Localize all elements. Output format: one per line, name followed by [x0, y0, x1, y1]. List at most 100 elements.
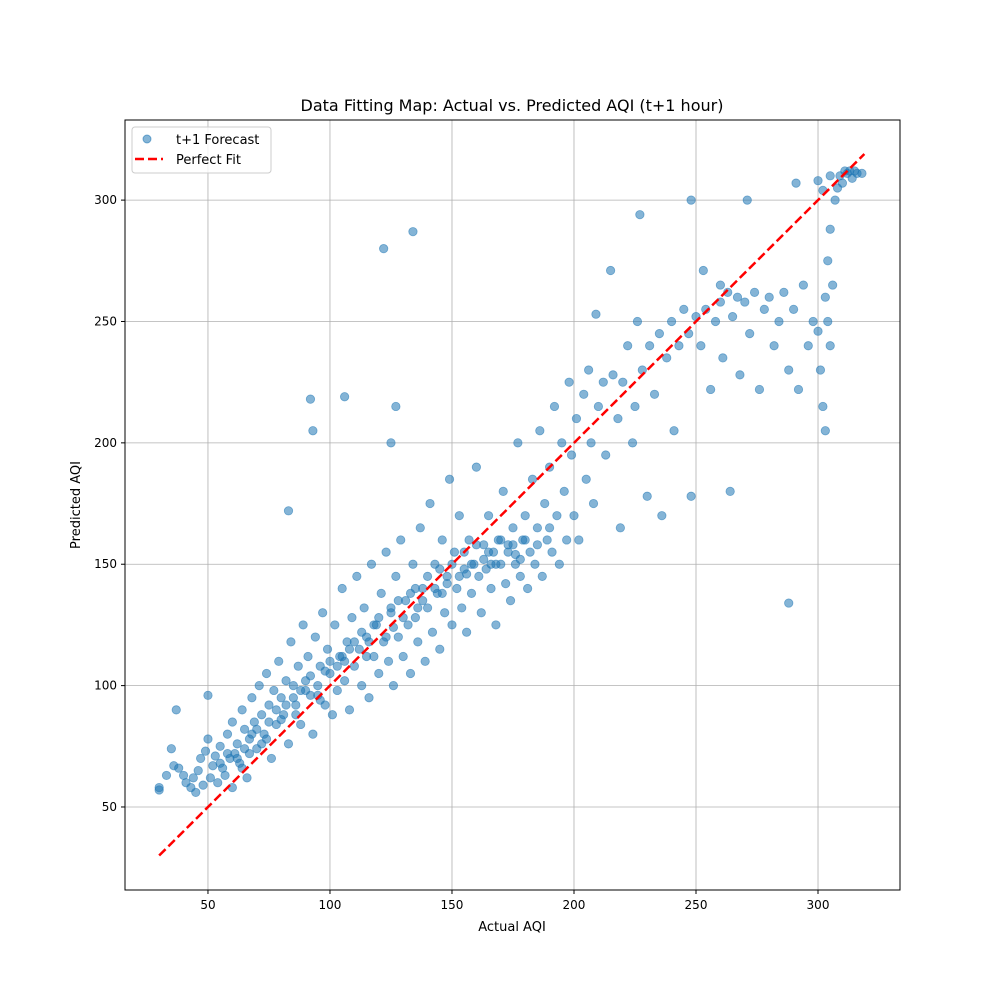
scatter-point: [435, 564, 445, 574]
scatter-point: [825, 224, 835, 234]
scatter-point: [593, 401, 603, 412]
scatter-point: [793, 384, 804, 395]
scatter-point: [203, 734, 213, 744]
scatter-point: [283, 506, 294, 516]
scatter-point: [222, 729, 233, 739]
scatter-point: [718, 353, 728, 363]
scatter-point: [349, 661, 359, 671]
y-tick-label: 300: [94, 193, 117, 207]
scatter-point: [635, 210, 645, 220]
scatter-point: [696, 341, 706, 351]
scatter-point: [498, 486, 508, 497]
scatter-point: [210, 751, 220, 761]
scatter-point: [742, 195, 752, 205]
scatter-point: [552, 511, 562, 521]
y-tick-label: 150: [94, 557, 117, 571]
scatter-point: [823, 256, 833, 266]
scatter-point: [486, 559, 496, 569]
scatter-point: [654, 329, 664, 339]
scatter-point: [276, 693, 286, 703]
scatter-point: [749, 287, 760, 297]
scatter-point: [337, 583, 347, 594]
scatter-point: [505, 596, 516, 606]
scatter-point: [774, 316, 784, 327]
y-tick-label: 100: [94, 679, 117, 693]
scatter-point: [215, 758, 225, 768]
scatter-point: [220, 770, 230, 781]
scatter-point: [232, 753, 242, 764]
scatter-point: [542, 535, 552, 545]
scatter-point: [828, 280, 838, 290]
scatter-point: [574, 535, 584, 545]
scatter-point: [288, 681, 298, 691]
perfect-fit-line: [158, 153, 866, 857]
scatter-point: [581, 474, 591, 484]
scatter-point: [789, 304, 799, 314]
scatter-point: [310, 632, 320, 642]
scatter-point: [501, 579, 511, 589]
scatter-point: [410, 583, 420, 594]
scatter-point: [823, 316, 833, 327]
scatter-point: [366, 559, 377, 569]
scatter-point: [547, 547, 557, 557]
scatter-point: [645, 341, 655, 351]
scatter-point: [523, 583, 533, 594]
scatter-point: [408, 227, 418, 237]
legend-scatter-marker: [142, 134, 152, 144]
scatter-point: [535, 426, 545, 436]
scatter-point: [425, 498, 435, 509]
scatter-point: [171, 705, 181, 715]
scatter-point: [410, 613, 420, 623]
scatter-point: [420, 656, 430, 666]
scatter-point: [779, 287, 789, 297]
scatter-point: [549, 401, 560, 412]
scatter-point: [391, 571, 401, 581]
scatter-point: [298, 620, 308, 630]
scatter-point: [508, 540, 518, 550]
scatter-point: [798, 280, 808, 290]
scatter-point: [525, 547, 535, 557]
scatter-point: [598, 377, 608, 387]
scatter-point: [447, 620, 457, 630]
scatter-point: [327, 710, 338, 720]
x-axis-label: Actual AQI: [478, 920, 546, 935]
scatter-point: [398, 651, 408, 662]
scatter-point: [303, 651, 313, 662]
scatter-point: [405, 668, 416, 679]
scatter-point: [364, 693, 374, 703]
scatter-point: [408, 559, 418, 569]
scatter-point: [740, 297, 750, 307]
scatter-point: [161, 770, 172, 781]
scatter-point: [325, 656, 335, 666]
scatter-point: [479, 554, 489, 564]
scatter-point: [305, 394, 316, 404]
scatter-point: [269, 685, 279, 696]
scatter-point: [554, 559, 564, 569]
scatter-points: [154, 166, 867, 798]
x-tick-label: 300: [807, 898, 830, 912]
scatter-point: [415, 523, 425, 533]
scatter-point: [413, 637, 423, 647]
scatter-point: [296, 685, 306, 696]
scatter-point: [403, 620, 413, 630]
scatter-point: [305, 690, 316, 700]
scatter-point: [764, 292, 774, 302]
scatter-point: [613, 413, 623, 424]
scatter-point: [266, 753, 277, 764]
scatter-point: [510, 549, 521, 560]
scatter-point: [381, 632, 391, 642]
axis-ticks: 50 100 150 200 250 300 50 100 150 200 250 300: [94, 193, 829, 912]
scatter-point: [813, 176, 823, 186]
scatter-point: [532, 523, 542, 533]
scatter-point: [437, 535, 447, 545]
scatter-point: [615, 523, 625, 533]
scatter-point: [354, 644, 364, 654]
scatter-point: [791, 178, 801, 188]
scatter-point: [283, 739, 294, 749]
x-tick-label: 250: [685, 898, 708, 912]
scatter-point: [437, 588, 447, 598]
x-tick-label: 150: [441, 898, 464, 912]
scatter-point: [544, 523, 555, 533]
scatter-point: [464, 535, 474, 545]
